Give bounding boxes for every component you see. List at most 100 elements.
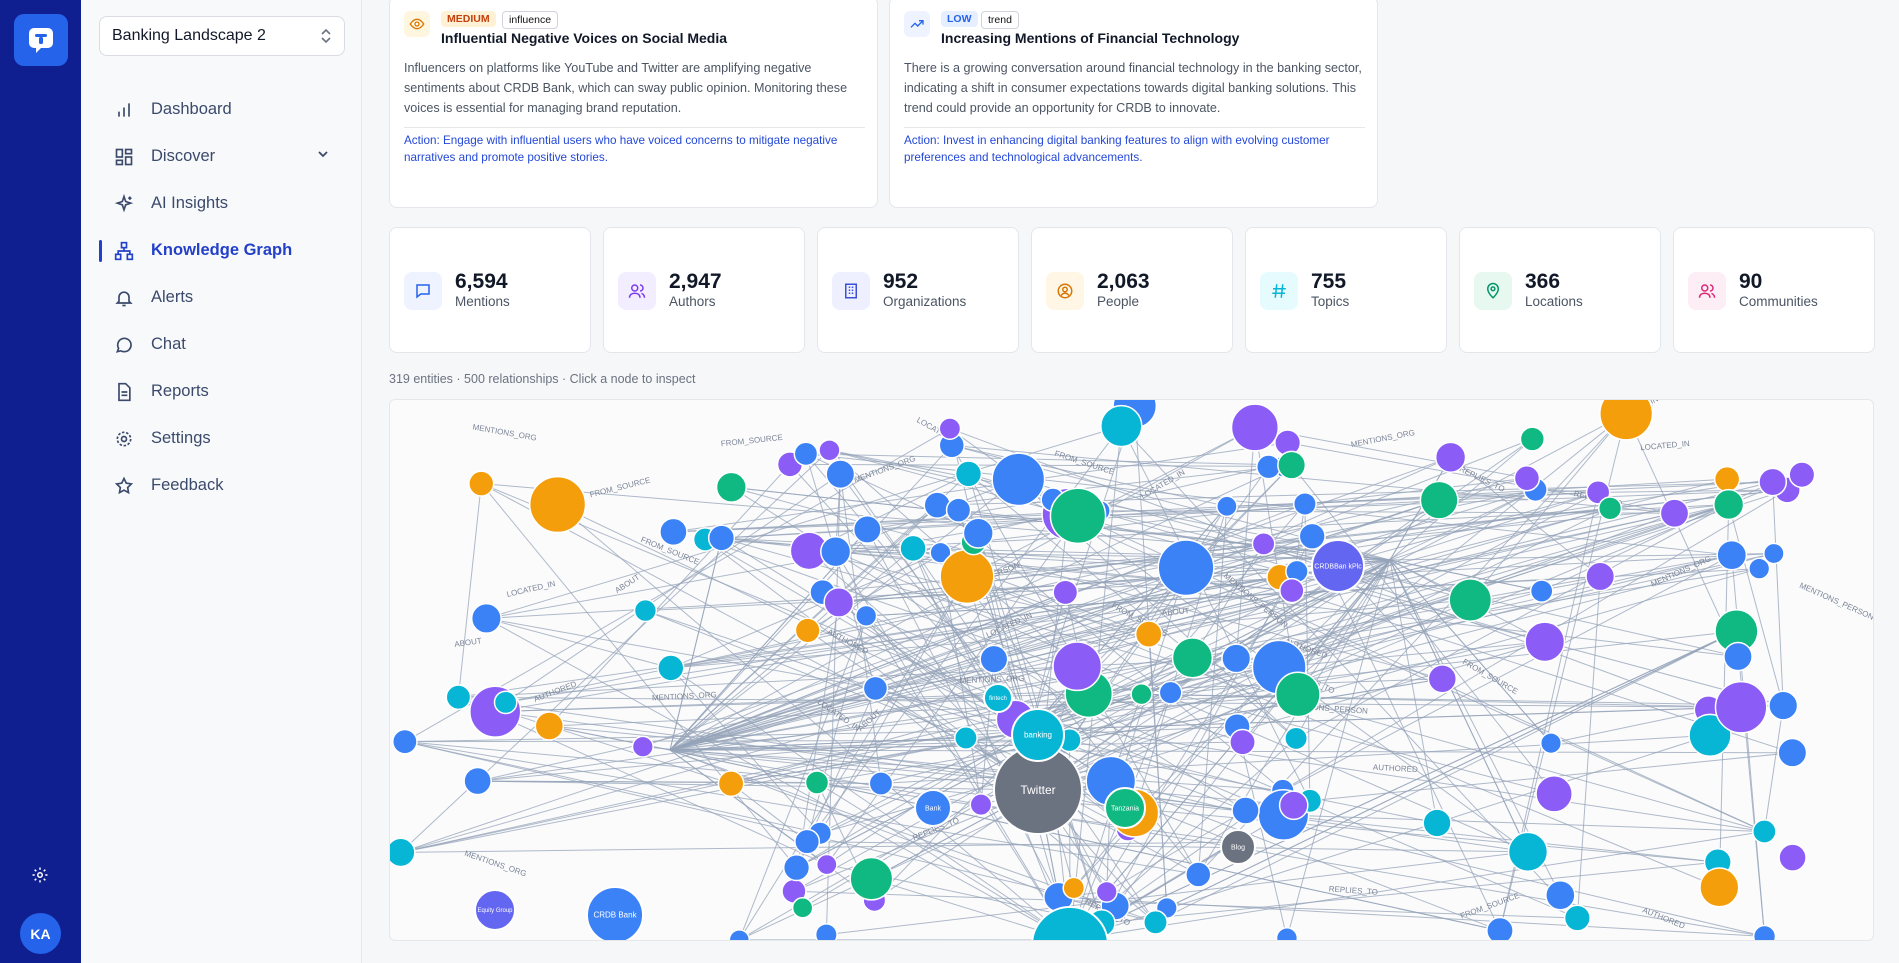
sidebar-item-reports[interactable]: Reports bbox=[81, 368, 362, 415]
sidebar-item-settings[interactable]: Settings bbox=[81, 415, 362, 462]
graph-node[interactable] bbox=[1535, 774, 1573, 813]
graph-node[interactable] bbox=[1277, 450, 1307, 480]
graph-node[interactable] bbox=[923, 491, 952, 519]
sidebar-item-chat[interactable]: Chat bbox=[81, 321, 362, 368]
graph-node[interactable] bbox=[1100, 404, 1143, 448]
graph-node[interactable] bbox=[825, 459, 856, 490]
graph-node[interactable] bbox=[793, 441, 819, 467]
graph-node[interactable] bbox=[794, 828, 821, 855]
sidebar-item-dashboard[interactable]: Dashboard bbox=[81, 86, 362, 133]
graph-node[interactable] bbox=[707, 524, 736, 552]
stat-card-authors[interactable]: 2,947 Authors bbox=[603, 227, 805, 353]
graph-node[interactable] bbox=[1427, 664, 1458, 694]
graph-node[interactable] bbox=[1104, 787, 1146, 829]
graph-node[interactable] bbox=[633, 598, 658, 623]
sidebar-item-alerts[interactable]: Alerts bbox=[81, 274, 362, 321]
rail-settings-icon[interactable] bbox=[27, 862, 53, 888]
graph-node[interactable] bbox=[1563, 904, 1591, 932]
graph-node[interactable] bbox=[1777, 737, 1808, 768]
chevron-down-icon[interactable] bbox=[316, 147, 330, 166]
graph-node[interactable] bbox=[983, 683, 1013, 713]
graph-node[interactable] bbox=[391, 728, 418, 755]
graph-node[interactable] bbox=[852, 515, 882, 544]
graph-node[interactable] bbox=[791, 897, 814, 919]
graph-node[interactable] bbox=[1143, 909, 1168, 935]
graph-node[interactable] bbox=[1221, 643, 1252, 674]
sidebar-item-discover[interactable]: Discover bbox=[81, 133, 362, 180]
graph-node[interactable] bbox=[794, 617, 821, 644]
stat-card-locations[interactable]: 366 Locations bbox=[1459, 227, 1661, 353]
graph-node[interactable] bbox=[1095, 880, 1118, 903]
graph-node[interactable] bbox=[1171, 637, 1214, 679]
graph-node[interactable] bbox=[470, 602, 502, 634]
graph-node[interactable] bbox=[1763, 542, 1785, 565]
graph-node[interactable] bbox=[715, 471, 747, 503]
sidebar-item-ai-insights[interactable]: AI Insights bbox=[81, 180, 362, 227]
graph-node[interactable] bbox=[855, 604, 878, 627]
graph-node[interactable] bbox=[1752, 819, 1777, 844]
graph-node[interactable] bbox=[868, 771, 894, 796]
workspace-selector[interactable]: Banking Landscape 2 bbox=[99, 16, 345, 56]
graph-node[interactable] bbox=[1279, 577, 1305, 604]
graph-node[interactable] bbox=[1688, 713, 1732, 758]
graph-node[interactable] bbox=[1599, 400, 1654, 441]
graph-node[interactable] bbox=[1659, 498, 1690, 529]
graph-node[interactable] bbox=[1157, 539, 1215, 597]
stat-card-communities[interactable]: 90 Communities bbox=[1673, 227, 1875, 353]
graph-node[interactable] bbox=[468, 470, 495, 497]
graph-node[interactable] bbox=[945, 497, 972, 523]
graph-node[interactable] bbox=[1524, 621, 1566, 663]
sidebar-item-feedback[interactable]: Feedback bbox=[81, 462, 362, 509]
graph-node[interactable] bbox=[493, 690, 518, 715]
graph-node[interactable] bbox=[1585, 561, 1616, 592]
graph-node[interactable] bbox=[969, 793, 993, 817]
graph-node[interactable] bbox=[1230, 403, 1280, 452]
insight-card[interactable]: LOW trend Increasing Mentions of Financi… bbox=[889, 0, 1378, 208]
graph-node[interactable] bbox=[782, 854, 811, 882]
graph-node[interactable] bbox=[1278, 790, 1309, 821]
graph-node[interactable] bbox=[1049, 487, 1107, 545]
graph-node[interactable] bbox=[823, 586, 855, 618]
graph-node[interactable] bbox=[528, 475, 587, 534]
graph-node[interactable] bbox=[820, 536, 852, 568]
graph-node[interactable] bbox=[1134, 620, 1163, 648]
graph-node[interactable] bbox=[1052, 641, 1103, 692]
graph-node[interactable] bbox=[1714, 680, 1768, 734]
graph-node[interactable] bbox=[445, 684, 472, 711]
graph-node[interactable] bbox=[1713, 488, 1745, 521]
graph-node[interactable] bbox=[1513, 465, 1541, 492]
graph-node[interactable] bbox=[1448, 578, 1493, 622]
graph-node[interactable] bbox=[979, 644, 1009, 674]
insight-card[interactable]: MEDIUM influence Influential Negative Vo… bbox=[389, 0, 878, 208]
graph-node[interactable] bbox=[659, 517, 688, 547]
graph-node[interactable] bbox=[534, 711, 565, 741]
graph-node[interactable] bbox=[1062, 876, 1086, 900]
graph-node[interactable] bbox=[1778, 843, 1807, 872]
graph-node[interactable] bbox=[1422, 808, 1452, 838]
graph-node[interactable] bbox=[474, 889, 516, 931]
stat-card-topics[interactable]: 755 Topics bbox=[1245, 227, 1447, 353]
graph-node[interactable] bbox=[962, 517, 994, 549]
graph-node[interactable] bbox=[1274, 671, 1321, 718]
stat-card-mentions[interactable]: 6,594 Mentions bbox=[389, 227, 591, 353]
graph-node[interactable] bbox=[1311, 539, 1365, 593]
graph-node[interactable] bbox=[1545, 879, 1576, 911]
graph-node[interactable] bbox=[1758, 467, 1788, 497]
graph-node[interactable] bbox=[1434, 441, 1467, 474]
graph-node[interactable] bbox=[728, 929, 751, 941]
graph-node[interactable] bbox=[1597, 496, 1623, 521]
graph-svg[interactable]: MENTIONS_ORG MENTIONS_PERSON LOCATED_IN LOC… bbox=[390, 400, 1874, 941]
graph-node[interactable] bbox=[862, 675, 889, 702]
graph-node[interactable] bbox=[1752, 924, 1777, 941]
graph-node[interactable] bbox=[1292, 491, 1317, 516]
graph-node[interactable] bbox=[1699, 867, 1740, 908]
graph-node[interactable] bbox=[1529, 579, 1554, 603]
graph-node[interactable] bbox=[1185, 861, 1212, 888]
graph-node[interactable] bbox=[463, 766, 492, 796]
graph-node[interactable] bbox=[1298, 522, 1326, 550]
app-logo[interactable] bbox=[14, 14, 68, 66]
graph-node[interactable] bbox=[1486, 916, 1514, 941]
graph-node[interactable] bbox=[1052, 579, 1079, 606]
graph-node[interactable] bbox=[1768, 690, 1799, 721]
graph-node[interactable] bbox=[818, 439, 841, 462]
